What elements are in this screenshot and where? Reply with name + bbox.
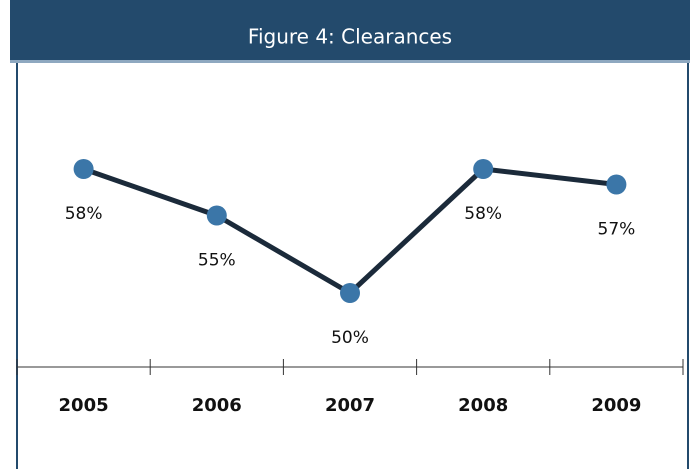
data-label: 50% bbox=[331, 328, 369, 348]
marker bbox=[606, 174, 627, 195]
x-tick-label: 2007 bbox=[325, 395, 375, 416]
marker bbox=[340, 283, 360, 303]
header-rule bbox=[10, 60, 690, 63]
x-tick-label: 2006 bbox=[192, 395, 242, 416]
chart-title: Figure 4: Clearances bbox=[248, 25, 452, 49]
data-label: 55% bbox=[198, 251, 236, 271]
data-label: 57% bbox=[598, 220, 636, 240]
data-label: 58% bbox=[464, 204, 502, 224]
x-tick-label: 2008 bbox=[458, 395, 508, 416]
line bbox=[82, 166, 617, 296]
marker bbox=[473, 159, 494, 179]
marker bbox=[73, 159, 94, 179]
data-label: 58% bbox=[65, 204, 103, 224]
header-bar bbox=[10, 0, 690, 62]
x-tick-label: 2005 bbox=[59, 395, 109, 416]
x-tick-label: 2009 bbox=[591, 395, 641, 416]
marker bbox=[206, 205, 227, 226]
